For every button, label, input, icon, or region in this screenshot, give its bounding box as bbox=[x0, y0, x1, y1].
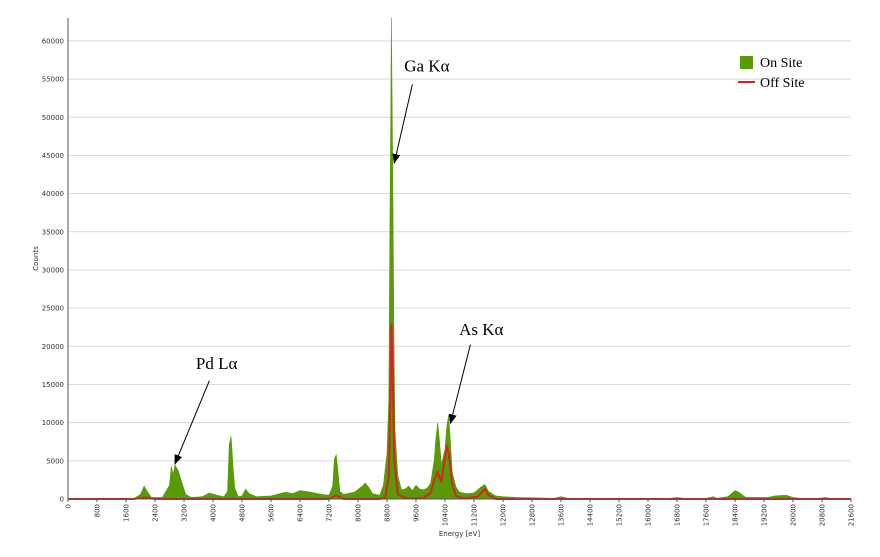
x-tick-label: 20000 bbox=[790, 504, 798, 526]
x-tick-label: 9600 bbox=[413, 504, 421, 522]
x-tick-label: 4800 bbox=[239, 504, 247, 522]
plot-area bbox=[68, 18, 851, 499]
series-area-0 bbox=[68, 17, 851, 500]
x-tick-label: 12000 bbox=[500, 504, 508, 526]
y-tick-label: 10000 bbox=[42, 419, 64, 427]
x-tick-label: 800 bbox=[94, 504, 102, 517]
x-tick-label: 8800 bbox=[384, 504, 392, 522]
y-tick-label: 60000 bbox=[42, 37, 64, 45]
annotations: Ga Kα As Kα Pd Lα bbox=[174, 56, 504, 465]
y-tick-label: 0 bbox=[60, 496, 64, 504]
y-axis-title: Counts bbox=[32, 246, 40, 271]
legend: On Site Off Site bbox=[738, 56, 804, 91]
y-tick-label: 35000 bbox=[42, 228, 64, 236]
x-tick-label: 15200 bbox=[616, 504, 624, 526]
x-tick-label: 10400 bbox=[442, 504, 450, 526]
x-tick-label: 4000 bbox=[210, 504, 218, 522]
annotation-arrow bbox=[448, 344, 471, 425]
x-tick-label: 3200 bbox=[181, 504, 189, 522]
gridlines bbox=[68, 40, 851, 462]
legend-label: On Site bbox=[760, 56, 802, 71]
y-tick-label: 30000 bbox=[42, 266, 64, 274]
x-tick-label: 20800 bbox=[819, 504, 827, 526]
annotation-arrow bbox=[174, 380, 210, 465]
x-tick-label: 19200 bbox=[761, 504, 769, 526]
y-tick-label: 5000 bbox=[46, 457, 64, 465]
x-tick-label: 1600 bbox=[123, 504, 131, 522]
legend-swatch-area bbox=[740, 56, 753, 69]
legend-label: Off Site bbox=[760, 76, 804, 91]
x-tick-label: 11200 bbox=[471, 504, 479, 526]
x-tick-label: 12800 bbox=[529, 504, 537, 526]
x-tick-label: 21600 bbox=[848, 504, 856, 526]
annotation-label: Pd Lα bbox=[196, 354, 238, 373]
y-tick-label: 15000 bbox=[42, 381, 64, 389]
y-tick-label: 50000 bbox=[42, 114, 64, 122]
annotation-label: As Kα bbox=[459, 320, 503, 339]
x-tick-label: 8000 bbox=[355, 504, 363, 522]
annotation-arrow bbox=[392, 84, 413, 165]
series-line-1 bbox=[68, 323, 851, 500]
x-tick-label: 0 bbox=[65, 504, 73, 508]
annotation-label: Ga Kα bbox=[404, 56, 449, 75]
y-tick-label: 55000 bbox=[42, 76, 64, 84]
x-tick-label: 6400 bbox=[297, 504, 305, 522]
x-tick-label: 17600 bbox=[703, 504, 711, 526]
y-tick-label: 20000 bbox=[42, 343, 64, 351]
y-tick-label: 45000 bbox=[42, 152, 64, 160]
x-tick-label: 13600 bbox=[558, 504, 566, 526]
x-tick-label: 18400 bbox=[732, 504, 740, 526]
x-tick-label: 5600 bbox=[268, 504, 276, 522]
y-tick-label: 25000 bbox=[42, 305, 64, 313]
series-layer bbox=[68, 17, 851, 500]
axes: 0500010000150002000025000300003500040000… bbox=[32, 18, 856, 538]
x-tick-label: 16000 bbox=[645, 504, 653, 526]
x-tick-label: 14400 bbox=[587, 504, 595, 526]
y-tick-label: 40000 bbox=[42, 190, 64, 198]
x-tick-label: 2400 bbox=[152, 504, 160, 522]
x-tick-label: 7200 bbox=[326, 504, 334, 522]
x-tick-label: 16800 bbox=[674, 504, 682, 526]
x-axis-title: Energy [eV] bbox=[439, 530, 481, 538]
